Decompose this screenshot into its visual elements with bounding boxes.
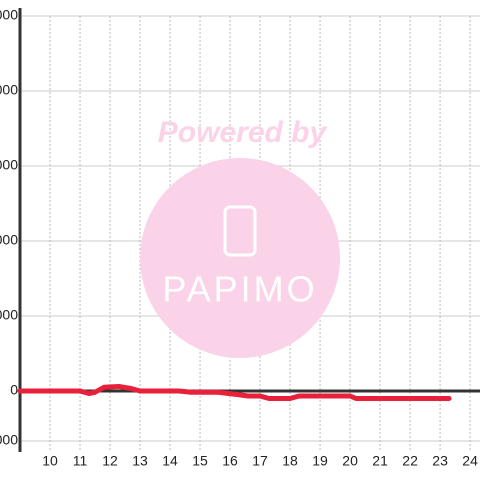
watermark-icon (223, 205, 257, 257)
data-line (17, 384, 452, 401)
y-tick-label: 60,000 (0, 232, 18, 248)
x-tick-label: 10 (42, 453, 58, 469)
watermark: Powered by PAPIMO (140, 116, 340, 358)
x-tick-label: 14 (162, 453, 178, 469)
y-tick-label: 120,000 (0, 82, 18, 98)
x-tick-label: 21 (372, 453, 388, 469)
x-tick-label: 15 (192, 453, 208, 469)
x-tick-label: 11 (73, 453, 88, 469)
watermark-text: Powered by (158, 116, 328, 149)
x-tick-label: 23 (432, 453, 448, 469)
watermark-logo: PAPIMO (162, 269, 317, 310)
x-tick-label: 16 (222, 453, 238, 469)
x-tick-label: 22 (402, 453, 418, 469)
x-tick-label: 18 (282, 453, 298, 469)
y-tick-label: 90,000 (0, 157, 18, 173)
x-tick-label: 20 (342, 453, 358, 469)
y-tick-label: 30,000 (0, 307, 18, 323)
y-tick-label: -20,000 (0, 432, 18, 448)
x-tick-label: 13 (132, 453, 148, 469)
x-tick-label: 24 (462, 453, 478, 469)
x-tick-label: 12 (102, 453, 118, 469)
x-tick-label: 19 (312, 453, 328, 469)
y-tick-label: 0 (10, 382, 18, 398)
watermark-circle (140, 158, 340, 358)
x-tick-label: 17 (252, 453, 268, 469)
y-tick-label: 150,000 (0, 7, 18, 23)
